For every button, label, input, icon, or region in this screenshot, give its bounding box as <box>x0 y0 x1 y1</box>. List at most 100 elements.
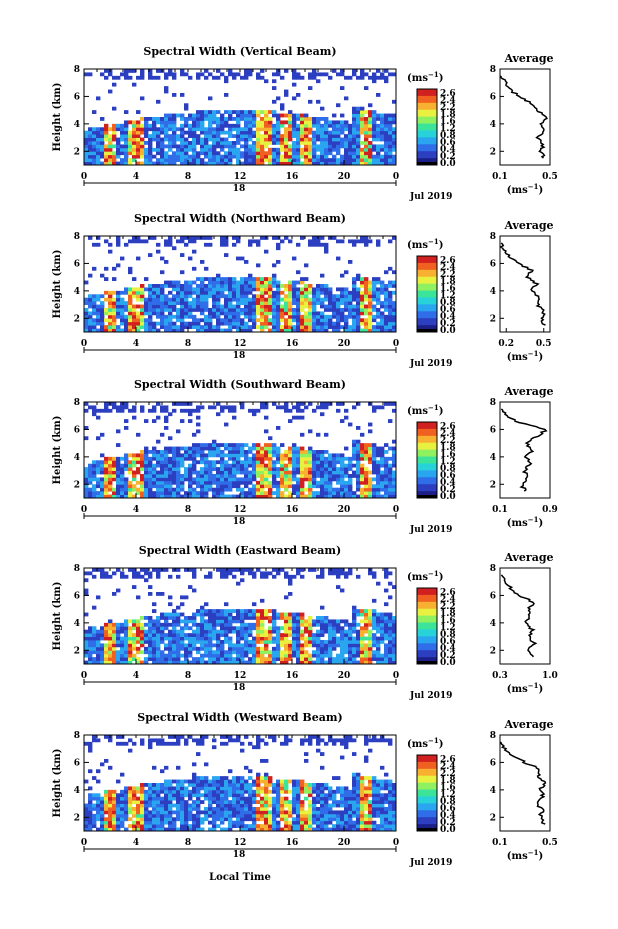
heatmap-cell <box>136 432 141 437</box>
heatmap-cell <box>160 657 165 661</box>
heatmap-cell <box>184 123 189 128</box>
heatmap-cell <box>332 619 337 624</box>
heatmap-cell <box>100 467 105 471</box>
heatmap-cell <box>228 287 233 292</box>
heatmap-cell <box>144 629 149 634</box>
heatmap-cell <box>172 120 177 125</box>
heatmap-cell <box>204 110 209 114</box>
heatmap-cell <box>172 294 177 299</box>
heatmap-cell <box>84 314 89 319</box>
heatmap-cell <box>280 657 285 661</box>
heatmap-cell <box>112 151 117 156</box>
heatmap-cell <box>356 646 361 651</box>
heatmap-cell <box>84 629 89 634</box>
heatmap-cell <box>124 646 129 651</box>
heatmap-cell <box>108 574 113 579</box>
heatmap-cell <box>100 137 105 142</box>
heatmap-cell <box>316 297 321 302</box>
heatmap-cell <box>340 86 345 90</box>
heatmap-cell <box>340 113 345 118</box>
heatmap-cell <box>148 297 153 302</box>
heatmap-cell <box>96 484 101 489</box>
heatmap-cell <box>188 284 193 288</box>
heatmap-cell <box>140 141 145 145</box>
heatmap-cell <box>172 643 177 648</box>
heatmap-cell <box>288 130 293 135</box>
heatmap-cell <box>272 86 277 90</box>
heatmap-cell <box>92 477 97 482</box>
heatmap-cell <box>380 325 385 329</box>
heatmap-cell <box>372 277 377 281</box>
heatmap-cell <box>148 301 153 305</box>
heatmap-cell <box>344 619 349 624</box>
heatmap-cell <box>288 158 293 162</box>
heatmap-cell <box>92 463 97 468</box>
heatmap-cell <box>212 328 217 333</box>
heatmap-cell <box>100 636 105 641</box>
heatmap-cell <box>348 308 353 312</box>
heatmap-cell <box>296 612 301 617</box>
heatmap-cell <box>116 653 121 658</box>
heatmap-cell <box>168 318 173 323</box>
heatmap-cell <box>264 456 269 461</box>
heatmap-cell <box>164 456 169 461</box>
heatmap-cell <box>196 158 201 162</box>
heatmap-cell <box>104 470 109 475</box>
heatmap-cell <box>392 158 397 162</box>
heatmap-cell <box>164 321 169 326</box>
heatmap-cell <box>232 460 237 465</box>
heatmap-cell <box>208 294 213 299</box>
heatmap-cell <box>168 436 173 441</box>
colorbar-min-swatch <box>417 495 437 498</box>
heatmap-cell <box>336 402 341 406</box>
heatmap-cell <box>208 571 213 576</box>
heatmap-cell <box>316 239 321 244</box>
heatmap-cell <box>360 294 365 299</box>
heatmap-cell <box>108 660 113 665</box>
heatmap-cell <box>384 161 389 166</box>
heatmap-cell <box>320 402 325 406</box>
heatmap-cell <box>384 113 389 118</box>
heatmap-cell <box>300 456 305 461</box>
heatmap-cell <box>228 653 233 658</box>
heatmap-cell <box>292 636 297 641</box>
heatmap-cell <box>344 137 349 142</box>
heatmap-cell <box>196 491 201 495</box>
heatmap-cell <box>364 467 369 471</box>
heatmap-cell <box>356 633 361 637</box>
heatmap-cell <box>188 660 193 665</box>
heatmap-cell <box>344 470 349 475</box>
heatmap-cell <box>368 161 373 166</box>
heatmap-cell <box>256 408 261 413</box>
heatmap-cell <box>172 460 177 465</box>
heatmap-cell <box>384 290 389 295</box>
heatmap-cell <box>196 633 201 637</box>
heatmap-cell <box>332 328 337 333</box>
heatmap-cell <box>244 117 249 121</box>
heatmap-cell <box>320 626 325 631</box>
heatmap-cell <box>228 277 233 281</box>
heatmap-cell <box>320 633 325 637</box>
heatmap-cell <box>196 72 201 77</box>
heatmap-cell <box>272 151 277 156</box>
heatmap-cell <box>196 470 201 475</box>
heatmap-cell <box>192 113 197 118</box>
heatmap-cell <box>144 470 149 475</box>
heatmap-cell <box>112 592 117 596</box>
heatmap-cell <box>108 619 113 624</box>
heatmap-cell <box>308 619 313 624</box>
heatmap-cell <box>88 653 93 658</box>
heatmap-cell <box>352 311 357 316</box>
heatmap-cell <box>196 453 201 458</box>
heatmap-cell <box>296 294 301 299</box>
heatmap-cell <box>156 287 161 292</box>
heatmap-cell <box>148 646 153 651</box>
heatmap-cell <box>320 127 325 132</box>
heatmap-cell <box>228 450 233 454</box>
heatmap-cell <box>224 657 229 661</box>
heatmap-cell <box>160 460 165 465</box>
heatmap-cell <box>164 280 169 285</box>
heatmap-cell <box>224 612 229 617</box>
heatmap-cell <box>116 263 121 268</box>
profile-y-tick-label: 8 <box>490 564 496 574</box>
